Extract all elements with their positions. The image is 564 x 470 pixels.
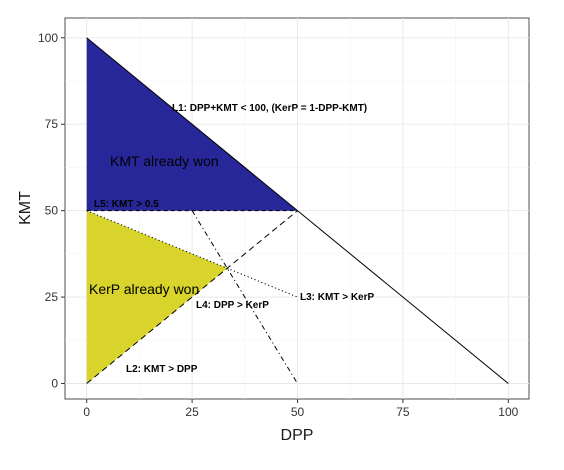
y-axis-title: KMT <box>17 191 34 225</box>
x-tick-label: 100 <box>498 405 518 419</box>
l2-line <box>86 210 298 384</box>
boundary-lines <box>86 37 509 384</box>
axis-ticks: 0 25 50 75 100 0 25 50 75 100 <box>38 31 519 419</box>
l5-label: L5: KMT > 0.5 <box>94 199 159 210</box>
y-tick-label: 25 <box>45 290 59 304</box>
y-tick-label: 75 <box>45 117 59 131</box>
l1-label: L1: DPP+KMT < 100, (KerP = 1-DPP-KMT) <box>172 103 367 114</box>
l3-line <box>86 210 298 298</box>
x-tick-label: 25 <box>185 405 199 419</box>
kerp-won-label: KerP already won <box>89 281 199 297</box>
x-axis-title: DPP <box>281 427 314 444</box>
annotations: KMT already won KerP already won L1: DPP+K… <box>89 103 375 375</box>
x-tick-label: 50 <box>291 405 305 419</box>
l2-label: L2: KMT > DPP <box>126 364 198 375</box>
l3-label: L3: KMT > KerP <box>300 292 375 303</box>
l4-line <box>191 210 298 384</box>
kmt-won-label: KMT already won <box>110 153 219 169</box>
x-tick-label: 75 <box>396 405 410 419</box>
y-tick-label: 0 <box>51 377 58 391</box>
kerp-won-region <box>86 210 228 384</box>
l4-label: L4: DPP > KerP <box>196 300 269 311</box>
y-tick-label: 50 <box>45 204 59 218</box>
x-tick-label: 0 <box>83 405 90 419</box>
y-tick-label: 100 <box>38 31 58 45</box>
